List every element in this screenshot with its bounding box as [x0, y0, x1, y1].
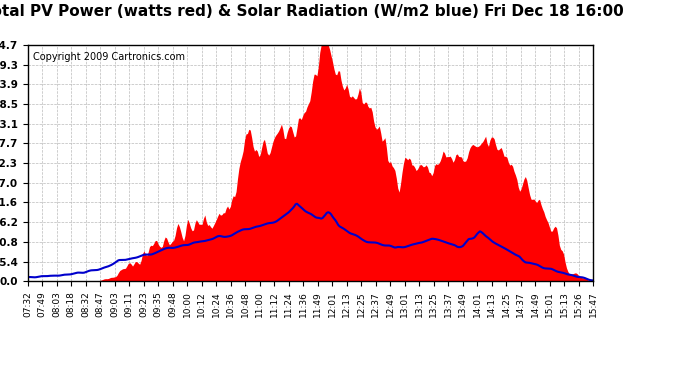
Text: Total PV Power (watts red) & Solar Radiation (W/m2 blue) Fri Dec 18 16:00: Total PV Power (watts red) & Solar Radia…: [0, 4, 624, 19]
Text: Copyright 2009 Cartronics.com: Copyright 2009 Cartronics.com: [33, 52, 185, 62]
